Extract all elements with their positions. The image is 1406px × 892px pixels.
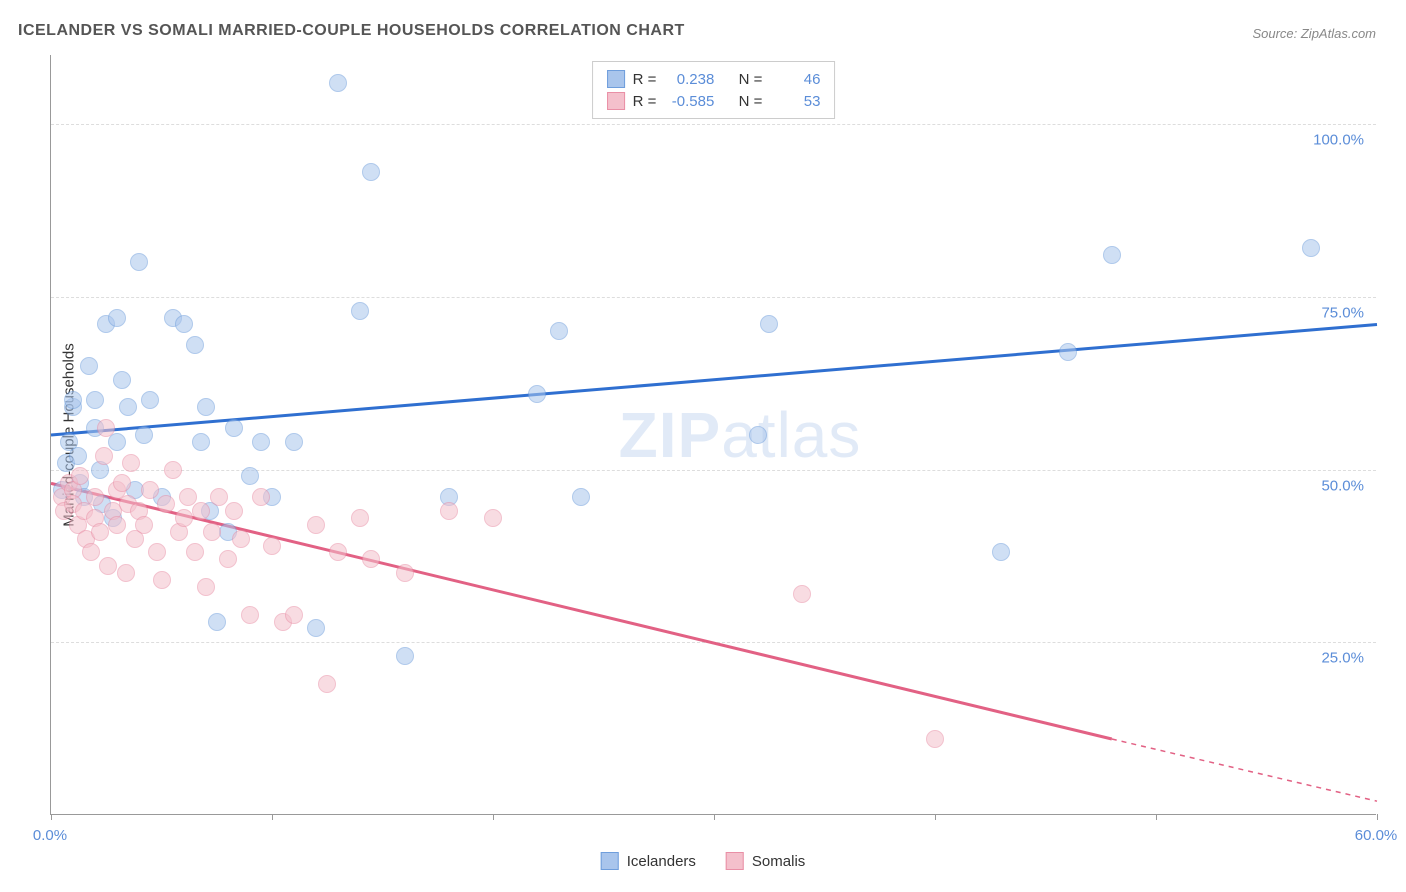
legend-series: Icelanders Somalis bbox=[601, 852, 806, 870]
data-point bbox=[148, 543, 166, 561]
data-point bbox=[141, 481, 159, 499]
data-point bbox=[122, 454, 140, 472]
plot-area: Married-couple Households ZIPatlas R = 0… bbox=[50, 55, 1376, 815]
data-point bbox=[362, 163, 380, 181]
data-point bbox=[307, 516, 325, 534]
data-point bbox=[362, 550, 380, 568]
data-point bbox=[1059, 343, 1077, 361]
data-point bbox=[225, 502, 243, 520]
data-point bbox=[119, 398, 137, 416]
data-point bbox=[91, 523, 109, 541]
data-point bbox=[225, 419, 243, 437]
data-point bbox=[175, 509, 193, 527]
trend-line bbox=[51, 324, 1377, 435]
data-point bbox=[484, 509, 502, 527]
data-point bbox=[197, 398, 215, 416]
data-point bbox=[192, 502, 210, 520]
data-point bbox=[252, 433, 270, 451]
data-point bbox=[351, 302, 369, 320]
data-point bbox=[117, 564, 135, 582]
data-point bbox=[175, 315, 193, 333]
series-name: Icelanders bbox=[627, 853, 696, 870]
data-point bbox=[203, 523, 221, 541]
data-point bbox=[572, 488, 590, 506]
data-point bbox=[108, 516, 126, 534]
trend-line bbox=[51, 483, 1112, 739]
xtick-label: 60.0% bbox=[1355, 827, 1398, 844]
xtick bbox=[1377, 814, 1378, 820]
data-point bbox=[71, 467, 89, 485]
data-point bbox=[241, 467, 259, 485]
data-point bbox=[396, 564, 414, 582]
data-point bbox=[1103, 246, 1121, 264]
data-point bbox=[232, 530, 250, 548]
data-point bbox=[208, 613, 226, 631]
data-point bbox=[241, 606, 259, 624]
data-point bbox=[108, 309, 126, 327]
data-point bbox=[760, 315, 778, 333]
data-point bbox=[153, 571, 171, 589]
data-point bbox=[528, 385, 546, 403]
data-point bbox=[192, 433, 210, 451]
data-point bbox=[82, 543, 100, 561]
data-point bbox=[926, 730, 944, 748]
legend-item: Somalis bbox=[726, 852, 805, 870]
data-point bbox=[793, 585, 811, 603]
data-point bbox=[135, 426, 153, 444]
data-point bbox=[749, 426, 767, 444]
data-point bbox=[252, 488, 270, 506]
data-point bbox=[1302, 239, 1320, 257]
data-point bbox=[396, 647, 414, 665]
data-point bbox=[186, 543, 204, 561]
data-point bbox=[95, 447, 113, 465]
data-point bbox=[135, 516, 153, 534]
data-point bbox=[210, 488, 228, 506]
data-point bbox=[97, 419, 115, 437]
data-point bbox=[80, 357, 98, 375]
data-point bbox=[64, 391, 82, 409]
data-point bbox=[307, 619, 325, 637]
data-point bbox=[141, 391, 159, 409]
data-point bbox=[113, 474, 131, 492]
legend-item: Icelanders bbox=[601, 852, 696, 870]
data-point bbox=[329, 74, 347, 92]
data-point bbox=[157, 495, 175, 513]
trend-line-extrapolated bbox=[1112, 739, 1377, 801]
data-point bbox=[86, 391, 104, 409]
data-point bbox=[99, 557, 117, 575]
data-point bbox=[164, 461, 182, 479]
series-swatch bbox=[601, 852, 619, 870]
correlation-chart: ICELANDER VS SOMALI MARRIED-COUPLE HOUSE… bbox=[0, 0, 1406, 892]
data-point bbox=[186, 336, 204, 354]
data-point bbox=[285, 433, 303, 451]
data-point bbox=[329, 543, 347, 561]
source-label: Source: ZipAtlas.com bbox=[1252, 26, 1376, 41]
data-point bbox=[285, 606, 303, 624]
xtick-label: 0.0% bbox=[33, 827, 67, 844]
series-name: Somalis bbox=[752, 853, 805, 870]
data-point bbox=[130, 253, 148, 271]
chart-title: ICELANDER VS SOMALI MARRIED-COUPLE HOUSE… bbox=[18, 22, 685, 40]
data-point bbox=[219, 550, 237, 568]
data-point bbox=[351, 509, 369, 527]
chart-svg bbox=[51, 55, 1377, 815]
data-point bbox=[263, 537, 281, 555]
data-point bbox=[113, 371, 131, 389]
data-point bbox=[992, 543, 1010, 561]
data-point bbox=[550, 322, 568, 340]
series-swatch bbox=[726, 852, 744, 870]
data-point bbox=[440, 502, 458, 520]
data-point bbox=[197, 578, 215, 596]
data-point bbox=[86, 488, 104, 506]
data-point bbox=[69, 447, 87, 465]
data-point bbox=[318, 675, 336, 693]
